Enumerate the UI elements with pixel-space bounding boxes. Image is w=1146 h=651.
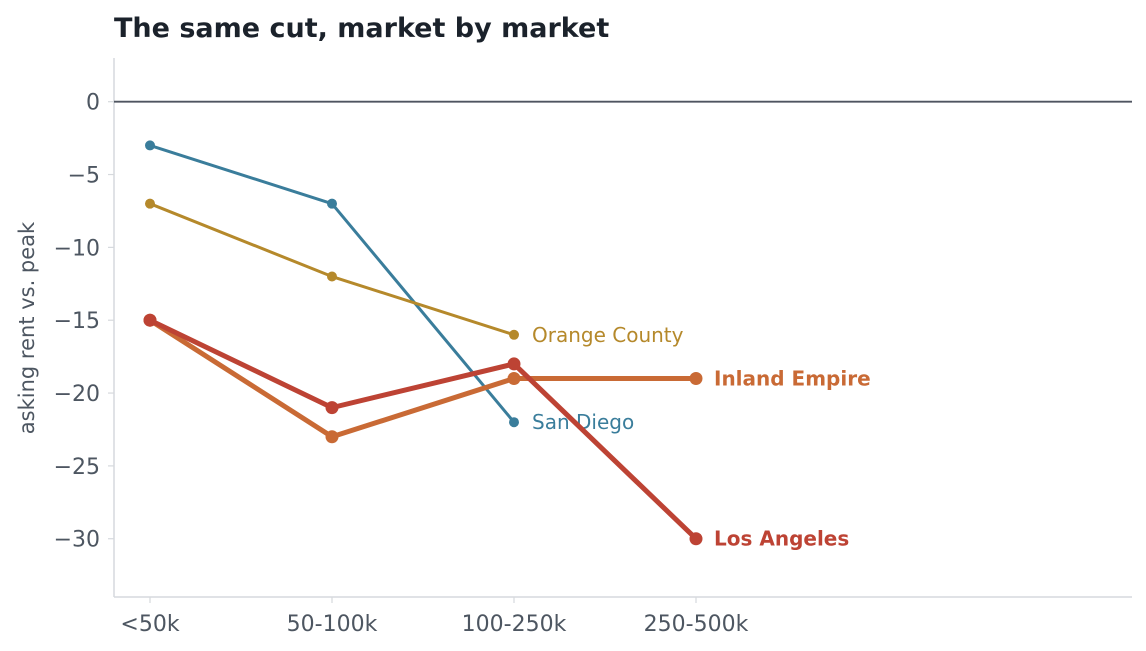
y-axis-ticks: 0 −5 −10 −15 −20 −25 −30 — [54, 91, 114, 553]
data-point-san-diego — [509, 417, 519, 428]
y-tick-label: −30 — [54, 528, 100, 553]
chart-title: The same cut, market by market — [114, 13, 609, 44]
data-point-los-angeles — [507, 357, 521, 371]
x-tick-label: 100-250k — [462, 612, 567, 637]
y-tick-label: −20 — [54, 382, 100, 407]
x-tick-label: <50k — [120, 612, 179, 637]
series-orange-county: Orange County — [145, 198, 684, 347]
y-tick-label: −5 — [68, 164, 100, 189]
y-tick-label: −10 — [54, 236, 100, 261]
series-san-diego: San Diego — [145, 140, 634, 434]
data-point-inland-empire — [507, 371, 521, 385]
series-line-inland-empire — [147, 317, 699, 440]
data-point-los-angeles — [143, 313, 157, 327]
series-los-angeles: Los Angeles — [143, 313, 849, 551]
series-inland-empire: Inland Empire — [143, 313, 871, 444]
data-point-san-diego — [327, 198, 337, 209]
data-point-los-angeles — [689, 532, 703, 546]
y-tick-label: −15 — [54, 309, 100, 334]
data-point-san-diego — [145, 140, 155, 151]
data-point-orange-county — [327, 271, 337, 282]
series-label-los-angeles: Los Angeles — [714, 527, 849, 551]
series-label-inland-empire: Inland Empire — [714, 366, 871, 390]
x-tick-label: 50-100k — [287, 612, 378, 637]
y-axis-label: asking rent vs. peak — [15, 221, 39, 434]
y-tick-label: −25 — [54, 455, 100, 480]
series-label-orange-county: Orange County — [532, 323, 684, 347]
series-line-los-angeles — [147, 317, 699, 542]
series-line-orange-county — [148, 202, 516, 337]
data-point-inland-empire — [325, 430, 339, 444]
data-point-los-angeles — [325, 401, 339, 415]
data-point-orange-county — [509, 329, 519, 340]
data-point-orange-county — [145, 198, 155, 209]
y-tick-label: 0 — [86, 91, 100, 116]
data-point-inland-empire — [689, 371, 703, 385]
x-tick-label: 250-500k — [644, 612, 749, 637]
series-line-san-diego — [148, 143, 516, 424]
x-axis-ticks: <50k 50-100k 100-250k 250-500k — [120, 597, 749, 637]
